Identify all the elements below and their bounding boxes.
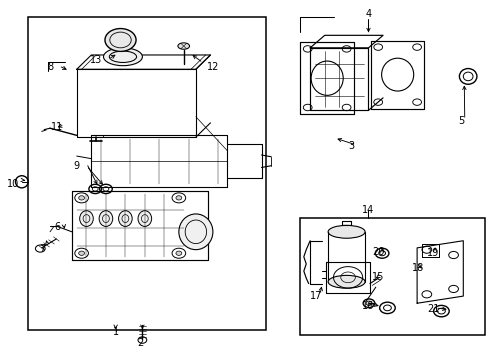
Bar <box>28 18 266 330</box>
Ellipse shape <box>176 196 182 200</box>
Ellipse shape <box>178 43 189 49</box>
Text: 20: 20 <box>371 247 384 257</box>
Ellipse shape <box>79 251 84 255</box>
Text: 6: 6 <box>54 222 60 232</box>
Text: 15: 15 <box>371 272 384 282</box>
Text: 1: 1 <box>112 327 119 337</box>
Text: 8: 8 <box>47 63 53 72</box>
Ellipse shape <box>327 225 365 238</box>
Text: 19: 19 <box>426 248 438 258</box>
Text: 12: 12 <box>206 63 219 72</box>
Ellipse shape <box>179 214 212 249</box>
Ellipse shape <box>118 211 132 226</box>
Text: 3: 3 <box>347 141 354 151</box>
Text: 18: 18 <box>411 262 424 273</box>
Text: 2: 2 <box>137 338 143 348</box>
Ellipse shape <box>79 196 84 200</box>
Ellipse shape <box>366 301 371 305</box>
Bar <box>300 217 484 336</box>
Text: 9: 9 <box>74 161 80 171</box>
Ellipse shape <box>105 28 136 51</box>
Ellipse shape <box>327 275 365 288</box>
Text: 13: 13 <box>90 55 102 65</box>
Text: 4: 4 <box>365 9 371 19</box>
Text: 5: 5 <box>457 116 463 126</box>
Ellipse shape <box>80 211 93 226</box>
Ellipse shape <box>99 211 113 226</box>
Text: 14: 14 <box>362 205 374 215</box>
Text: 7: 7 <box>40 244 46 253</box>
Text: 21: 21 <box>426 304 438 314</box>
Text: 17: 17 <box>310 291 322 301</box>
Ellipse shape <box>176 251 182 255</box>
Text: 16: 16 <box>362 301 374 311</box>
Text: 11: 11 <box>51 122 63 132</box>
Ellipse shape <box>138 211 151 226</box>
Text: 10: 10 <box>7 179 20 189</box>
Ellipse shape <box>103 48 142 66</box>
